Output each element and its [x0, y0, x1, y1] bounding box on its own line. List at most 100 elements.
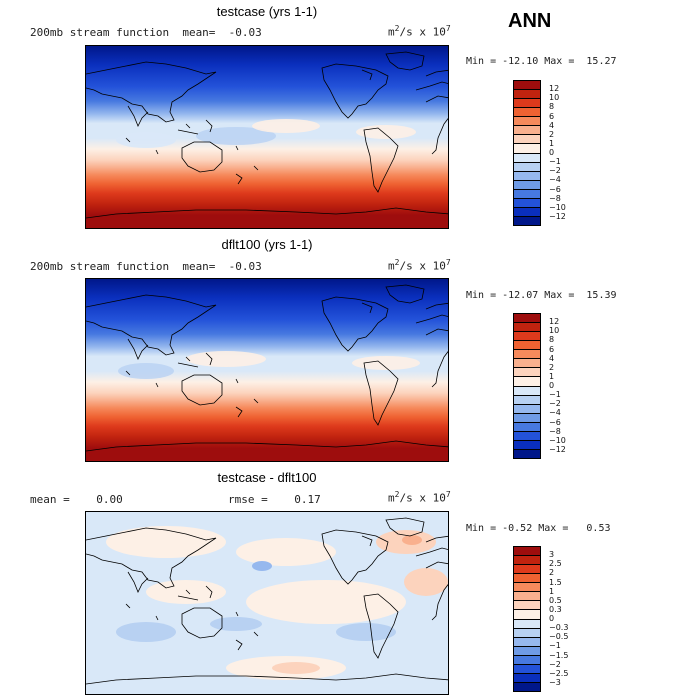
- colorbar-segment: [514, 117, 540, 127]
- colorbar-segment: [514, 323, 540, 333]
- colorbar-segment: [514, 556, 540, 566]
- colorbar-tick-label: −1: [549, 641, 561, 651]
- colorbar-segment: [514, 216, 540, 225]
- colorbar-tick-label: 6: [549, 111, 555, 121]
- colorbar-segment: [514, 565, 540, 575]
- panel-1-minmax: Min = -12.10 Max = 15.27: [466, 56, 617, 67]
- colorbar-segment: [514, 341, 540, 351]
- panel-3-anomaly: [116, 622, 176, 642]
- colorbar-segment: [514, 404, 540, 414]
- colorbar-tick-label: 1: [549, 138, 555, 148]
- colorbar-segment: [514, 673, 540, 683]
- colorbar-segment: [514, 646, 540, 656]
- colorbar-tick-label: 1: [549, 586, 555, 596]
- colorbar-tick-label: 6: [549, 344, 555, 354]
- panel-1-subtitle: 200mb stream function mean= -0.03: [30, 26, 262, 39]
- colorbar-segment: [514, 368, 540, 378]
- panel-3-anomaly: [272, 662, 320, 674]
- panel-1-anomaly: [356, 125, 416, 139]
- panel-3-anomaly: [252, 561, 272, 571]
- colorbar-tick-label: 0.3: [549, 604, 562, 614]
- colorbar-tick-label: 3: [549, 550, 555, 560]
- panel-1-map: [85, 45, 449, 229]
- colorbar-tick-label: 0: [549, 148, 555, 157]
- colorbar-tick-label: −1.5: [549, 650, 569, 660]
- colorbar-segment: [514, 81, 540, 91]
- panel-2-map: [85, 278, 449, 462]
- colorbar-segment: [514, 619, 540, 629]
- panel-1-title: testcase (yrs 1-1): [216, 4, 318, 19]
- panel-1-anomaly: [116, 132, 176, 148]
- colorbar-segment: [514, 610, 540, 620]
- colorbar-segment: [514, 314, 540, 324]
- panel-2-anomaly: [118, 363, 174, 379]
- colorbar-segment: [514, 171, 540, 181]
- colorbar-segment: [514, 386, 540, 396]
- colorbar-segment: [514, 108, 540, 118]
- colorbar-tick-label: −2.5: [549, 668, 569, 678]
- colorbar-segment: [514, 126, 540, 136]
- panel-2-subtitle: 200mb stream function mean= -0.03: [30, 260, 262, 273]
- colorbar-tick-label: 2: [549, 129, 555, 139]
- colorbar-segment: [514, 664, 540, 674]
- colorbar-tick-label: −4: [549, 408, 561, 418]
- colorbar-segment: [514, 377, 540, 387]
- colorbar-tick-label: 8: [549, 102, 555, 112]
- panel-2-title: dflt100 (yrs 1-1): [221, 237, 313, 252]
- colorbar-tick-label: 10: [549, 326, 560, 336]
- season-label: ANN: [508, 10, 552, 32]
- panel-2-minmax: Min = -12.07 Max = 15.39: [466, 290, 617, 301]
- panel-1-anomaly: [252, 119, 320, 133]
- colorbar-tick-label: −10: [549, 435, 566, 445]
- colorbar-segment: [514, 198, 540, 208]
- colorbar-segment: [514, 207, 540, 217]
- panel-3-map: [85, 511, 449, 695]
- colorbar-tick-label: −4: [549, 175, 561, 185]
- colorbar-segment: [514, 431, 540, 441]
- panel-2-anomaly: [352, 356, 420, 370]
- panel-3-anomaly: [106, 526, 226, 558]
- colorbar-tick-label: −8: [549, 193, 561, 203]
- panel-3-colorbar-labels: 3 2.5 2 1.5 1 0.5 0.3 0 −0.3 −0.5 −1 −1.5 −2 −2.5 −3: [549, 546, 589, 692]
- colorbar-segment: [514, 162, 540, 172]
- colorbar-segment: [514, 637, 540, 647]
- colorbar-segment: [514, 574, 540, 584]
- colorbar-segment: [514, 153, 540, 163]
- colorbar-tick-label: −1: [549, 390, 561, 400]
- colorbar-segment: [514, 135, 540, 145]
- panel-3-anomaly: [336, 623, 396, 641]
- colorbar-tick-label: 4: [549, 120, 555, 130]
- panel-3-rmse: rmse = 0.17: [228, 493, 321, 506]
- colorbar-segment: [514, 440, 540, 450]
- colorbar-tick-label: −2: [549, 166, 561, 176]
- panel-3-anomaly: [246, 580, 406, 624]
- colorbar-segment: [514, 583, 540, 593]
- panel-3-title: testcase - dflt100: [217, 470, 317, 485]
- colorbar-segment: [514, 601, 540, 611]
- colorbar-tick-label: −12: [549, 444, 566, 454]
- panel-3-minmax: Min = -0.52 Max = 0.53: [466, 523, 611, 534]
- colorbar-segment: [514, 395, 540, 405]
- colorbar-segment: [514, 413, 540, 423]
- colorbar-segment: [514, 144, 540, 154]
- colorbar-segment: [514, 682, 540, 691]
- panel-1-colorbar: [513, 80, 541, 226]
- colorbar-tick-label: −2: [549, 399, 561, 409]
- colorbar-segment: [514, 655, 540, 665]
- colorbar-tick-label: 12: [549, 317, 560, 327]
- panel-3-units: m2/s x 107: [388, 490, 451, 505]
- colorbar-tick-label: −0.5: [549, 632, 569, 642]
- colorbar-tick-label: 0.5: [549, 595, 562, 605]
- panel-1-anomaly: [196, 127, 276, 145]
- panel-3-anomaly: [402, 535, 422, 545]
- panel-3-mean: mean = 0.00: [30, 493, 123, 506]
- colorbar-tick-label: 1.5: [549, 577, 562, 587]
- colorbar-tick-label: 8: [549, 335, 555, 345]
- colorbar-segment: [514, 332, 540, 342]
- colorbar-tick-label: −6: [549, 184, 561, 194]
- panel-2-anomaly: [186, 351, 266, 367]
- colorbar-segment: [514, 628, 540, 638]
- panel-3-anomaly: [210, 617, 262, 631]
- colorbar-tick-label: −6: [549, 417, 561, 427]
- colorbar-tick-label: 1: [549, 371, 555, 381]
